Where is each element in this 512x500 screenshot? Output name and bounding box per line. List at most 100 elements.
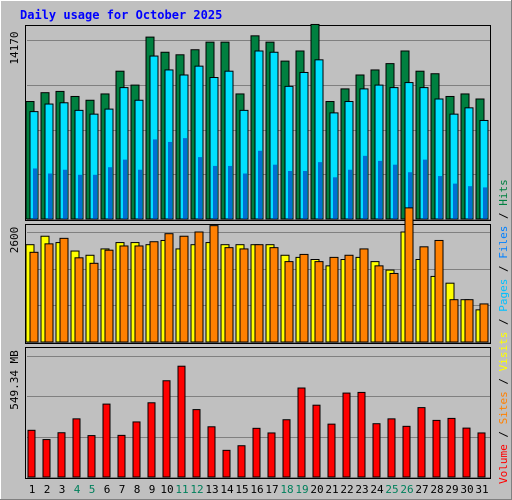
- bar-sites-day-27: [419, 246, 429, 343]
- bar-volume-day-8: [132, 421, 141, 478]
- bar-volume-day-31: [477, 432, 486, 478]
- day-label-31: 31: [475, 483, 488, 496]
- panel-2-bars: [25, 207, 489, 343]
- bar-sites-day-20: [314, 261, 324, 343]
- day-label-24: 24: [370, 483, 384, 496]
- bar-pages-day-30: [468, 186, 472, 219]
- bar-sites-day-31: [479, 303, 489, 343]
- bar-volume-day-14: [222, 449, 231, 478]
- bar-volume-day-23: [357, 391, 366, 478]
- bar-pages-day-11: [183, 138, 187, 219]
- day-label-17: 17: [265, 483, 278, 496]
- day-label-25: 25: [385, 483, 398, 496]
- bar-sites-day-14: [224, 247, 234, 343]
- panel-visits-sites: 2600: [8, 207, 491, 344]
- day-label-21: 21: [325, 483, 338, 496]
- chart-title: Daily usage for October 2025: [20, 8, 222, 22]
- bar-sites-day-19: [299, 253, 309, 343]
- bar-volume-day-6: [102, 403, 111, 478]
- day-label-11: 11: [175, 483, 188, 496]
- bar-pages-day-4: [78, 174, 82, 219]
- bar-sites-day-9: [149, 241, 159, 343]
- bar-sites-day-25: [389, 272, 399, 343]
- bar-pages-day-3: [63, 169, 67, 219]
- legend-separator: /: [497, 424, 510, 444]
- bar-sites-day-13: [209, 225, 219, 343]
- bar-sites-day-30: [464, 299, 474, 343]
- legend-separator: /: [497, 259, 510, 279]
- bar-pages-day-14: [228, 165, 232, 219]
- day-label-14: 14: [220, 483, 234, 496]
- bar-pages-day-28: [438, 176, 442, 219]
- bar-pages-day-5: [93, 174, 97, 219]
- bar-volume-day-11: [177, 365, 186, 478]
- bar-sites-day-2: [44, 243, 54, 343]
- bar-volume-day-20: [312, 404, 321, 478]
- bar-volume-day-9: [147, 402, 156, 478]
- legend: Volume / Sites / Visits / Pages / Files …: [497, 179, 510, 484]
- bar-sites-day-7: [119, 245, 129, 343]
- bar-sites-day-5: [89, 262, 99, 343]
- day-label-9: 9: [149, 483, 156, 496]
- bar-pages-day-19: [303, 170, 307, 219]
- day-label-26: 26: [400, 483, 413, 496]
- x-axis-day-labels: 1 2 3 4 5 6 7 8 9 10 11 12 13 14 15 16 17 18 19 20 21 22 23 24 2…: [29, 483, 489, 496]
- legend-sites: Sites: [497, 391, 510, 424]
- bar-sites-day-22: [344, 254, 354, 343]
- legend-separator: /: [497, 371, 510, 391]
- panel-3-max-label: 549.34 MB: [8, 350, 21, 410]
- day-label-5: 5: [89, 483, 96, 496]
- day-label-10: 10: [160, 483, 173, 496]
- bar-volume-day-12: [192, 409, 201, 478]
- legend-pages: Pages: [497, 279, 510, 312]
- panel-1-max-label: 14170: [8, 31, 21, 64]
- bar-pages-day-7: [123, 159, 127, 219]
- legend-visits: Visits: [497, 332, 510, 372]
- bar-sites-day-26: [404, 207, 414, 343]
- bar-pages-day-15: [243, 173, 247, 219]
- bar-pages-day-17: [273, 164, 277, 219]
- panel-3-bars: [27, 365, 486, 478]
- panel-volume: 549.34 MB: [8, 347, 491, 479]
- bar-pages-day-2: [48, 173, 52, 219]
- bar-sites-day-18: [284, 261, 294, 343]
- day-label-2: 2: [44, 483, 51, 496]
- bar-volume-day-2: [42, 439, 51, 478]
- bar-pages-day-25: [393, 164, 397, 219]
- bar-sites-day-21: [329, 256, 339, 343]
- panel-hits-files-pages: 14170: [8, 23, 491, 221]
- bar-pages-day-9: [153, 139, 157, 219]
- bar-volume-day-17: [267, 432, 276, 478]
- day-label-23: 23: [355, 483, 368, 496]
- bar-volume-day-15: [237, 445, 246, 478]
- bar-sites-day-6: [104, 249, 114, 343]
- day-label-22: 22: [340, 483, 353, 496]
- bar-volume-day-29: [447, 417, 456, 478]
- bar-pages-day-22: [348, 169, 352, 219]
- day-label-1: 1: [29, 483, 36, 496]
- day-label-27: 27: [415, 483, 428, 496]
- day-label-6: 6: [104, 483, 111, 496]
- bar-sites-day-29: [449, 299, 459, 343]
- bar-pages-day-21: [333, 177, 337, 219]
- legend-separator: /: [497, 312, 510, 332]
- bar-pages-day-12: [198, 157, 202, 219]
- bar-volume-day-1: [27, 429, 36, 478]
- bar-pages-day-8: [138, 169, 142, 219]
- bar-volume-day-24: [372, 423, 381, 478]
- day-label-4: 4: [74, 483, 81, 496]
- bar-pages-day-1: [33, 168, 37, 219]
- day-label-12: 12: [190, 483, 203, 496]
- day-label-8: 8: [134, 483, 141, 496]
- bar-pages-day-13: [213, 165, 217, 219]
- legend-volume: Volume: [497, 444, 510, 484]
- panel-1-bars: [25, 23, 489, 220]
- day-label-3: 3: [59, 483, 66, 496]
- bar-sites-day-10: [164, 233, 174, 343]
- legend-hits: Hits: [497, 179, 510, 206]
- day-label-29: 29: [445, 483, 458, 496]
- bar-volume-day-3: [57, 432, 66, 478]
- bar-pages-day-29: [453, 183, 457, 219]
- day-label-30: 30: [460, 483, 473, 496]
